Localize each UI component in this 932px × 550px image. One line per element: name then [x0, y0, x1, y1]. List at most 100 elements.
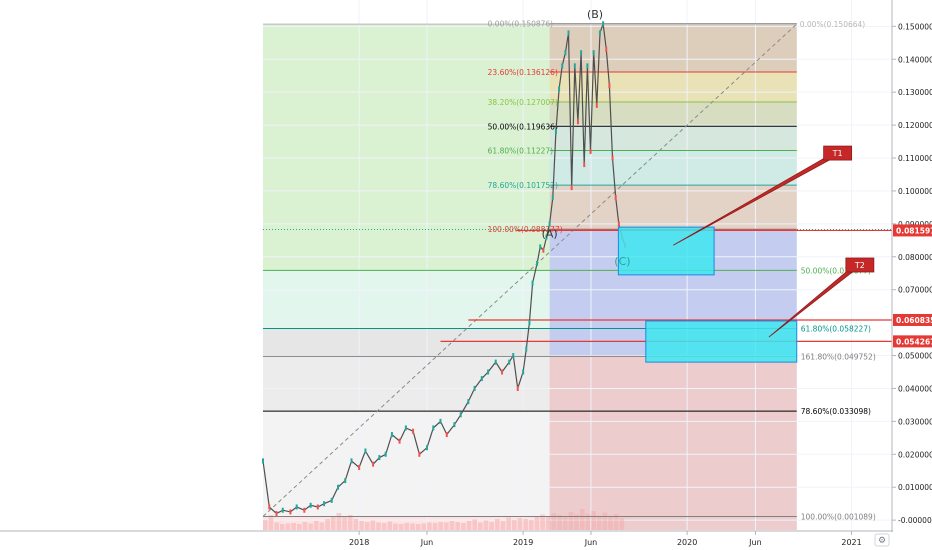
- target-label: T2: [854, 261, 865, 270]
- y-tick-label: 0.010000: [898, 483, 932, 492]
- volume-bar: [285, 523, 291, 530]
- price-point: [536, 260, 539, 266]
- annotations-layer: T1 T2 (B) (A) (C): [542, 8, 875, 363]
- trend-line: [262, 23, 798, 517]
- target-label: T1: [832, 149, 843, 158]
- volume-bar: [347, 515, 353, 530]
- volume-bar: [489, 522, 494, 530]
- price-point: [303, 507, 306, 513]
- volume-bar: [574, 514, 579, 530]
- price-point: [390, 432, 393, 438]
- fib-level-label: 100.00%(0.088377): [488, 225, 563, 234]
- volume-bar: [415, 524, 421, 530]
- price-point: [445, 432, 448, 438]
- price-series-layer: [262, 21, 627, 517]
- price-point: [602, 21, 605, 27]
- fib-zone: [549, 185, 797, 230]
- fib-zone: [549, 150, 797, 186]
- volume-bar: [472, 519, 478, 530]
- volume-bar: [449, 521, 455, 530]
- price-line: [262, 23, 626, 515]
- volume-bar: [579, 509, 585, 530]
- price-point: [551, 195, 554, 201]
- x-tick-label: 2018: [349, 538, 369, 547]
- fib-level-label: 61.80%(0.11227): [488, 147, 554, 156]
- y-tick-label: 0.150000: [898, 22, 932, 31]
- x-tick-label: 2020: [677, 538, 697, 547]
- volume-bar: [291, 523, 296, 530]
- price-point: [592, 50, 595, 56]
- volume-bar: [342, 517, 347, 530]
- gear-icon: ⚙: [878, 536, 886, 546]
- price-point: [564, 50, 567, 56]
- price-point: [605, 46, 608, 52]
- price-point: [268, 504, 271, 510]
- volume-bar: [534, 516, 540, 530]
- price-point: [512, 353, 515, 359]
- y-tick-label: 0.100000: [898, 187, 932, 196]
- price-point: [554, 129, 557, 135]
- volume-bar: [511, 520, 517, 530]
- price-point: [275, 511, 278, 517]
- volume-bar: [619, 518, 625, 530]
- y-tick-label: 0.050000: [898, 352, 932, 361]
- y-tick-label: 0.040000: [898, 384, 932, 393]
- wave-label: (A): [542, 228, 558, 241]
- price-point: [598, 30, 601, 36]
- volume-bar: [398, 524, 404, 530]
- price-point: [586, 63, 589, 69]
- volume-bar: [455, 522, 461, 530]
- volume-bar: [308, 523, 313, 530]
- volume-bar: [427, 522, 432, 530]
- price-point: [358, 464, 361, 470]
- y-tick-label: 0.120000: [898, 121, 932, 130]
- fib-level-label: 78.60%(0.101752): [488, 181, 558, 190]
- fib-zone: [549, 356, 797, 530]
- price-point: [487, 369, 490, 375]
- price-label-background: [893, 313, 932, 326]
- price-point: [539, 244, 542, 250]
- volume-bar: [330, 516, 336, 530]
- x-tick-label: Jun: [748, 538, 762, 547]
- volume-bar: [393, 523, 398, 530]
- volume-bar: [376, 522, 381, 530]
- x-tick-label: Jun: [584, 538, 598, 547]
- volume-bar: [523, 519, 528, 530]
- fib-level-label: 61.80%(0.058227): [801, 324, 871, 333]
- price-point: [525, 346, 528, 352]
- y-tick-label: 0.090000: [898, 220, 932, 229]
- price-point: [262, 458, 264, 464]
- volume-bar: [421, 523, 427, 530]
- x-axis-background: [0, 532, 932, 550]
- price-point: [281, 507, 284, 513]
- price-point: [404, 425, 407, 431]
- price-point: [412, 428, 415, 434]
- fib-level-label: 100.00%(0.001089): [801, 513, 876, 522]
- volume-bar: [325, 519, 330, 530]
- volume-bar: [387, 521, 393, 530]
- fib-level-label: 50.00%(0.119636): [488, 122, 558, 131]
- settings-button: [874, 533, 890, 547]
- price-point: [398, 438, 401, 444]
- price-point: [295, 504, 298, 510]
- fib-level-label: 161.80%(0.049752): [801, 352, 876, 361]
- price-point: [467, 399, 470, 405]
- price-point: [344, 478, 347, 484]
- volume-bar: [528, 520, 534, 530]
- y-tick-label: 0.030000: [898, 417, 932, 426]
- volume-bar: [596, 515, 602, 530]
- price-point: [372, 461, 375, 467]
- volume-bar: [613, 514, 619, 530]
- price-point: [473, 385, 476, 391]
- price-point: [330, 497, 333, 503]
- price-label: 0.060835: [896, 316, 932, 325]
- volume-bar: [410, 523, 415, 530]
- price-point: [561, 63, 564, 69]
- price-point: [309, 502, 312, 508]
- price-point: [378, 455, 381, 461]
- x-tick-label: Jun: [420, 538, 434, 547]
- price-point: [522, 369, 525, 375]
- volume-bar: [279, 524, 285, 530]
